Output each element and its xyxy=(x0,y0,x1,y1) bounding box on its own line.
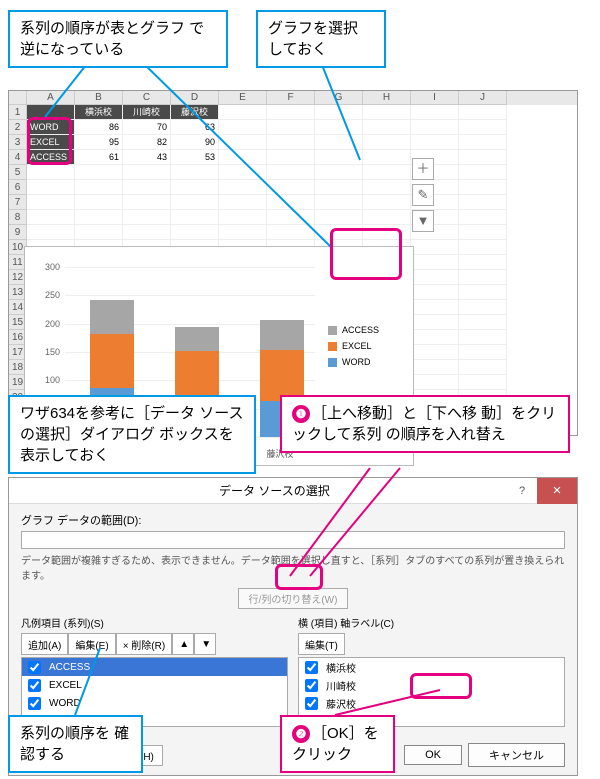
move-down-button[interactable]: ▼ xyxy=(194,633,216,655)
switch-row-col-button[interactable]: 行/列の切り替え(W) xyxy=(238,588,349,609)
dialog-title: データ ソースの選択 xyxy=(219,482,507,499)
ok-button[interactable]: OK xyxy=(404,745,462,765)
series-checkbox[interactable] xyxy=(28,679,41,692)
callout-series-reversed: 系列の順序が表とグラフ で逆になっている xyxy=(8,10,228,68)
help-button[interactable]: ? xyxy=(507,485,537,497)
chart-elements-button[interactable]: ＋ xyxy=(412,158,434,180)
series-list-item[interactable]: ACCESS xyxy=(22,658,287,676)
series-list-item[interactable]: EXCEL xyxy=(22,676,287,694)
axis-labels-label: 横 (項目) 軸ラベル(C) xyxy=(298,615,565,630)
edit-axis-button[interactable]: 編集(T) xyxy=(298,633,345,655)
cancel-button[interactable]: キャンセル xyxy=(468,743,565,767)
axis-checkbox[interactable] xyxy=(305,661,318,674)
callout-open-dialog: ワザ634を参考に［データ ソースの選択］ダイアログ ボックスを表示しておく xyxy=(8,395,256,474)
axis-list-item[interactable]: 川崎校 xyxy=(299,676,564,694)
range-msg: データ範囲が複雑すぎるため、表示できません。データ範囲を選択し直すと、［系列］タ… xyxy=(21,552,565,582)
callout-select-chart: グラフを選択 しておく xyxy=(256,10,386,68)
series-checkbox[interactable] xyxy=(28,697,41,710)
series-list-item[interactable]: WORD xyxy=(22,694,287,712)
callout-step2: ❷［OK］を クリック xyxy=(280,715,395,773)
range-input[interactable] xyxy=(21,531,565,549)
edit-series-button[interactable]: 編集(E) xyxy=(68,633,115,655)
close-button[interactable]: × xyxy=(537,478,577,504)
add-series-button[interactable]: 追加(A) xyxy=(21,633,68,655)
callout-confirm-order: 系列の順序を 確認する xyxy=(8,715,143,773)
series-checkbox[interactable] xyxy=(28,661,41,674)
chart-legend[interactable]: ACCESSEXCELWORD xyxy=(328,322,403,370)
chart-styles-button[interactable]: ✎ xyxy=(412,184,434,206)
delete-series-button[interactable]: × 削除(R) xyxy=(116,633,173,655)
spreadsheet[interactable]: ABCDEFGHIJ 1横浜校川崎校藤沢校2WORD8670633EXCEL95… xyxy=(8,90,578,436)
column-headers: ABCDEFGHIJ xyxy=(9,91,577,105)
axis-checkbox[interactable] xyxy=(305,697,318,710)
move-up-button[interactable]: ▲ xyxy=(172,633,194,655)
axis-list-item[interactable]: 藤沢校 xyxy=(299,694,564,712)
legend-items-label: 凡例項目 (系列)(S) xyxy=(21,615,288,630)
axis-list-item[interactable]: 横浜校 xyxy=(299,658,564,676)
chart-side-buttons: ＋ ✎ ▼ xyxy=(412,158,434,236)
axis-checkbox[interactable] xyxy=(305,679,318,692)
step-badge-1: ❶ xyxy=(292,405,310,423)
callout-step1: ❶［上へ移動］と［下へ移 動］をクリックして系列 の順序を入れ替え xyxy=(280,395,570,453)
step-badge-2: ❷ xyxy=(292,725,310,743)
chart-filter-button[interactable]: ▼ xyxy=(412,210,434,232)
range-label: グラフ データの範囲(D): xyxy=(21,512,565,528)
